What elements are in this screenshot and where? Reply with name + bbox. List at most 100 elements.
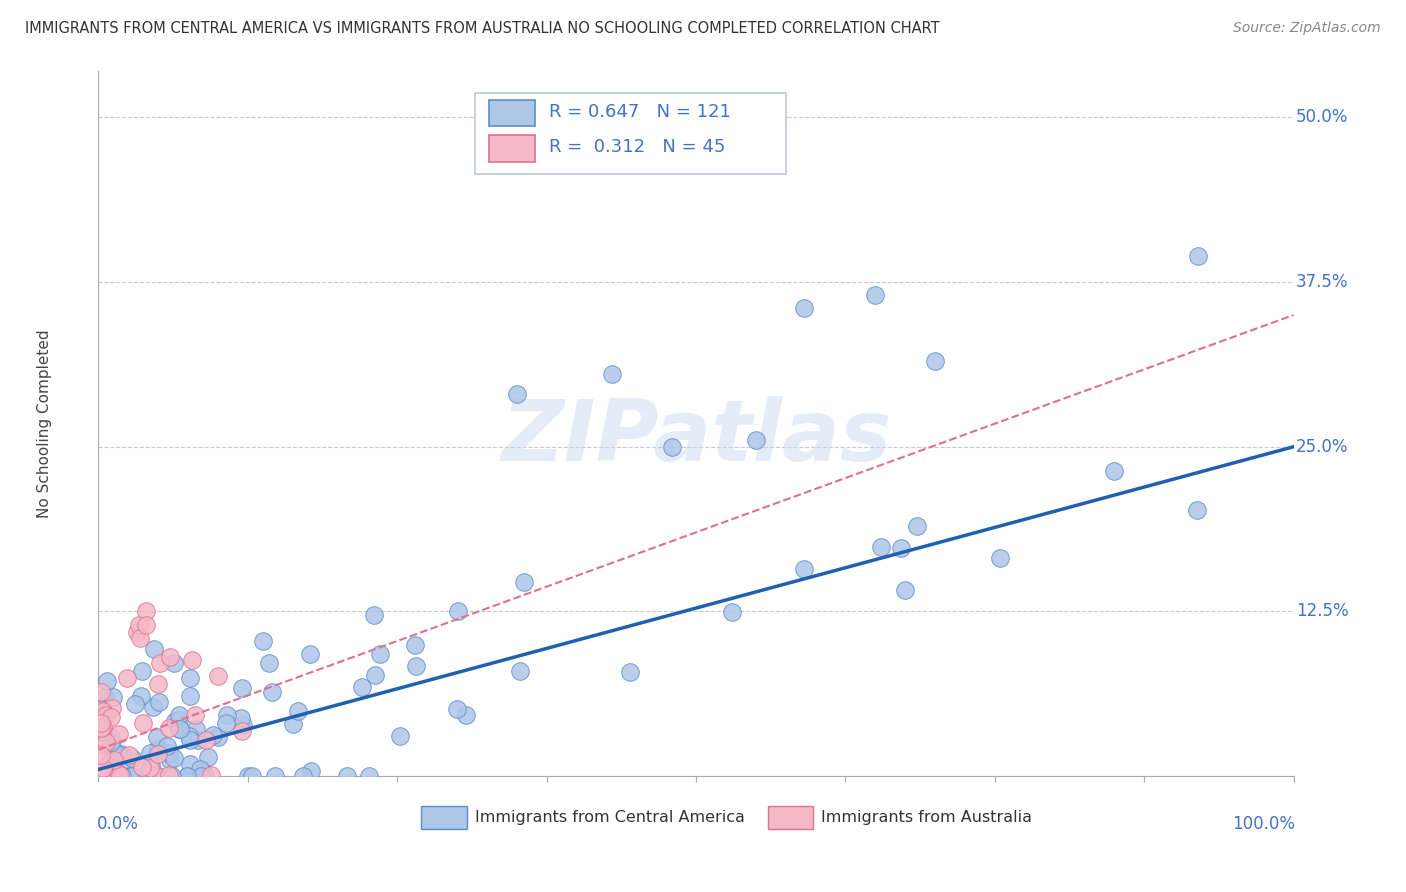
Point: [924, 354, 946, 368]
Point: [231, 681, 253, 696]
Text: IMMIGRANTS FROM CENTRAL AMERICA VS IMMIGRANTS FROM AUSTRALIA NO SCHOOLING COMPLE: IMMIGRANTS FROM CENTRAL AMERICA VS IMMIG…: [25, 21, 941, 36]
Point: [93, 769, 115, 783]
Point: [661, 440, 683, 454]
Point: [184, 708, 207, 723]
Point: [893, 582, 915, 597]
Point: [108, 747, 131, 762]
Point: [156, 739, 179, 754]
Point: [91, 720, 114, 734]
Point: [94, 690, 117, 705]
Point: [131, 769, 153, 783]
Point: [163, 656, 186, 670]
Point: [124, 698, 146, 712]
Point: [110, 747, 132, 762]
Point: [91, 711, 114, 725]
Point: [446, 701, 468, 715]
Point: [100, 735, 122, 749]
Point: [262, 685, 284, 699]
Point: [117, 769, 139, 783]
Point: [405, 658, 427, 673]
Point: [264, 769, 287, 783]
Point: [454, 707, 477, 722]
Point: [506, 387, 529, 401]
Text: Immigrants from Central America: Immigrants from Central America: [475, 810, 745, 825]
Point: [100, 769, 122, 783]
Point: [287, 704, 309, 718]
Point: [1185, 502, 1208, 516]
Point: [870, 540, 893, 554]
Point: [160, 769, 183, 783]
Point: [135, 769, 157, 783]
Point: [148, 677, 170, 691]
Point: [96, 734, 118, 748]
Point: [121, 751, 143, 765]
Point: [905, 518, 928, 533]
Point: [145, 730, 167, 744]
Point: [283, 717, 305, 731]
Point: [114, 757, 136, 772]
Point: [110, 769, 132, 783]
Point: [215, 715, 238, 730]
Point: [184, 723, 207, 737]
Point: [176, 769, 198, 783]
FancyBboxPatch shape: [475, 93, 786, 174]
Point: [148, 769, 170, 783]
Point: [176, 769, 198, 783]
Point: [128, 618, 150, 632]
Text: 50.0%: 50.0%: [1296, 109, 1348, 127]
Point: [120, 769, 142, 783]
Point: [177, 729, 200, 743]
Point: [148, 695, 170, 709]
Point: [97, 769, 120, 783]
Point: [142, 642, 165, 657]
Point: [97, 769, 120, 783]
Text: No Schooling Completed: No Schooling Completed: [37, 329, 52, 518]
Point: [90, 702, 112, 716]
Point: [200, 768, 222, 782]
Point: [100, 739, 122, 754]
Point: [865, 288, 887, 302]
Point: [179, 690, 201, 704]
Point: [179, 671, 201, 685]
Point: [91, 705, 114, 719]
Text: R = 0.647   N = 121: R = 0.647 N = 121: [548, 103, 731, 121]
Text: Immigrants from Australia: Immigrants from Australia: [821, 810, 1032, 825]
Point: [157, 768, 180, 782]
Point: [139, 759, 162, 773]
Point: [793, 301, 815, 316]
Point: [292, 769, 315, 783]
Point: [121, 769, 143, 783]
Point: [94, 707, 117, 722]
Point: [139, 761, 162, 775]
Point: [619, 665, 641, 679]
Point: [97, 755, 120, 769]
Point: [163, 714, 186, 728]
Point: [90, 769, 112, 783]
Point: [215, 708, 238, 723]
Point: [129, 631, 152, 645]
Point: [111, 769, 134, 783]
Point: [138, 747, 160, 761]
Point: [107, 765, 129, 780]
Point: [100, 768, 122, 782]
Point: [187, 733, 209, 747]
Point: [404, 638, 426, 652]
Point: [793, 562, 815, 576]
Point: [188, 762, 211, 776]
Point: [115, 671, 138, 685]
Point: [231, 723, 253, 738]
Point: [90, 715, 112, 730]
Point: [108, 768, 131, 782]
Point: [108, 727, 131, 741]
Point: [238, 769, 260, 783]
Point: [101, 701, 124, 715]
Point: [167, 707, 190, 722]
Point: [100, 730, 122, 744]
Point: [169, 722, 191, 736]
Bar: [489, 135, 534, 161]
Point: [129, 689, 152, 703]
Point: [143, 768, 166, 782]
Point: [298, 647, 321, 661]
Point: [259, 657, 281, 671]
Point: [163, 750, 186, 764]
